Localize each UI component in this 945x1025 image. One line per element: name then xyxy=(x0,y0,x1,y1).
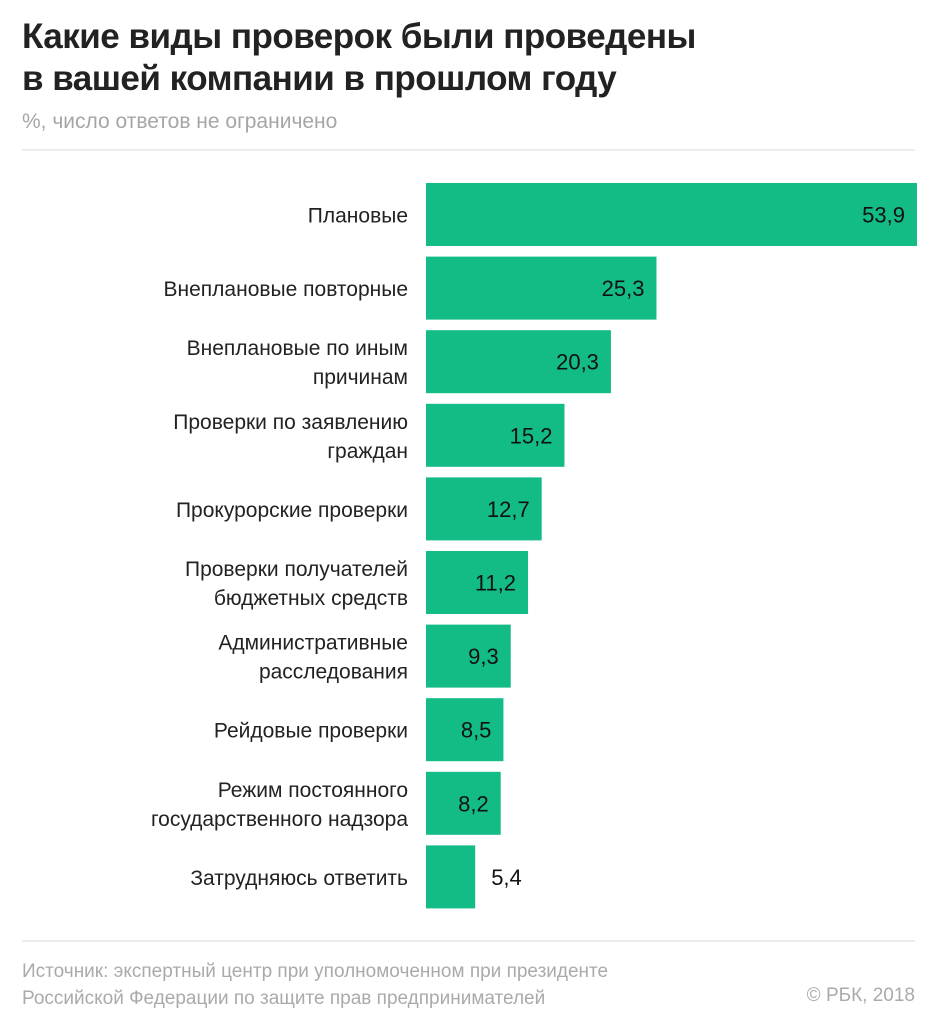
value-label: 12,7 xyxy=(487,497,530,522)
copyright: © РБК, 2018 xyxy=(806,985,915,1006)
value-label: 25,3 xyxy=(602,276,645,301)
source-note: Источник: экспертный центр при уполномоч… xyxy=(22,958,608,1012)
bar xyxy=(426,183,917,246)
value-label: 20,3 xyxy=(556,350,599,375)
category-label: Проверки по заявлению xyxy=(173,411,408,434)
category-label: Прокурорские проверки xyxy=(176,499,408,522)
value-label: 53,9 xyxy=(862,203,905,228)
bar xyxy=(426,403,565,467)
value-label: 9,3 xyxy=(468,644,499,669)
title-line: Какие виды проверок были проведены xyxy=(22,17,696,56)
category-label: Затрудняюсь ответить xyxy=(190,867,408,890)
bar xyxy=(426,551,529,614)
category-label: государственного надзора xyxy=(151,808,408,831)
bar xyxy=(426,845,476,909)
category-label: Рейдовые проверки xyxy=(214,720,408,743)
category-label: Административные xyxy=(218,632,408,655)
bar xyxy=(426,477,542,541)
category-label: бюджетных средств xyxy=(214,587,408,610)
source-line: Источник: экспертный центр при уполномоч… xyxy=(22,961,609,982)
value-label: 8,5 xyxy=(461,718,492,743)
category-label: граждан xyxy=(327,440,408,463)
value-label: 11,2 xyxy=(475,571,516,596)
bar xyxy=(426,624,511,688)
bar xyxy=(426,330,611,394)
chart-title: Какие виды проверок были проведены в ваш… xyxy=(22,16,696,100)
bottom-divider xyxy=(22,940,915,942)
source-line: Российской Федерации по защите прав пред… xyxy=(22,988,546,1009)
category-label: расследования xyxy=(259,661,408,684)
category-label: Внеплановые повторные xyxy=(164,278,408,301)
category-label: Внеплановые по иным xyxy=(187,337,408,360)
category-label: Проверки получателей xyxy=(185,558,408,581)
value-label: 5,4 xyxy=(491,865,522,890)
category-label: Режим постоянного xyxy=(218,779,408,802)
value-label: 15,2 xyxy=(510,423,553,448)
bar xyxy=(426,771,501,835)
chart-subtitle: %, число ответов не ограничено xyxy=(22,110,338,133)
bar xyxy=(426,698,504,762)
category-label: Плановые xyxy=(308,205,408,228)
value-label: 8,2 xyxy=(458,791,489,816)
bar xyxy=(426,256,657,320)
category-label: причинам xyxy=(313,366,408,389)
top-divider xyxy=(22,149,915,151)
title-line: в вашей компании в прошлом году xyxy=(22,59,617,98)
